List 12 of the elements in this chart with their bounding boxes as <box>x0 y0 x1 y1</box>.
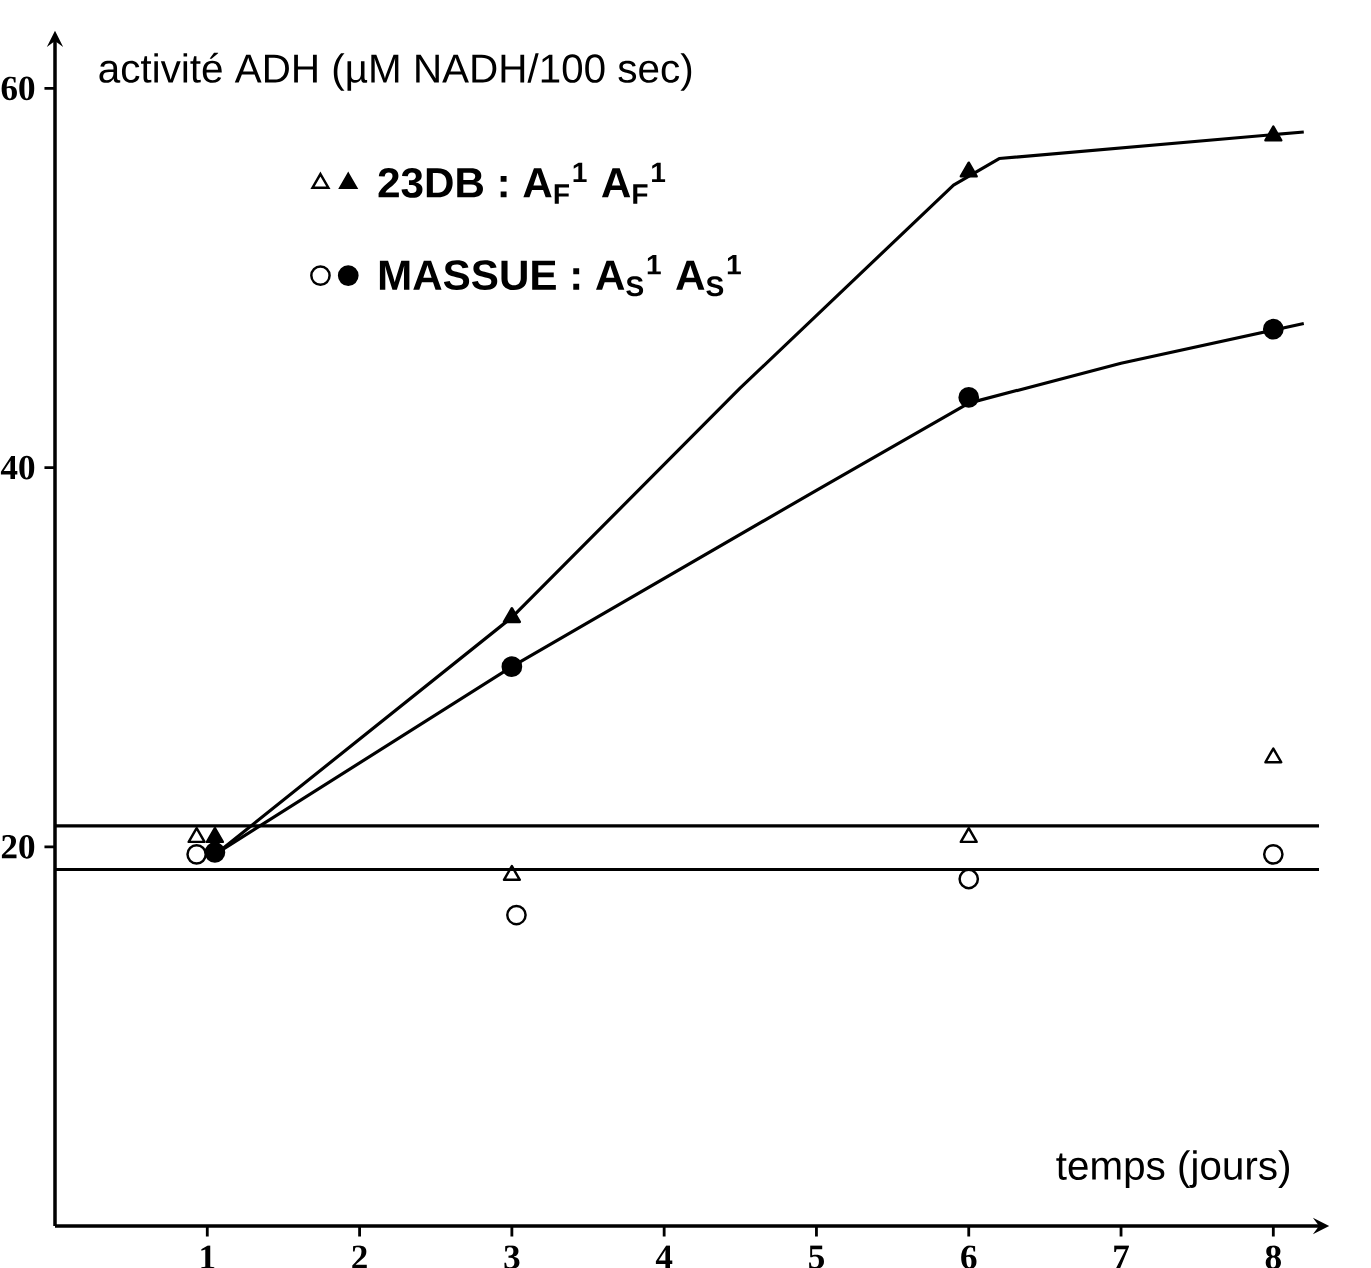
y-tick-label: 60 <box>1 76 35 101</box>
legend-label: 23DB : A$_{F}$$^{1}$ A$_{F}$1 <box>378 162 666 204</box>
x-tick-label: 1 <box>201 1245 215 1268</box>
y-tick-label: 20 <box>1 834 35 859</box>
y-tick-label: 40 <box>0 455 35 480</box>
x-tick-label: 2 <box>352 1245 367 1268</box>
x-tick-label: 7 <box>1114 1245 1129 1268</box>
x-tick-label: 4 <box>655 1245 673 1268</box>
legend-label: MASSUE : A$_{S}$$^{1}$ A$_{S}$1 <box>379 254 741 297</box>
y-axis-title: activité ADH (µM NADH/100 sec) <box>99 52 692 91</box>
x-axis-title: temps (jours) <box>1056 1150 1289 1188</box>
x-tick-label: 5 <box>809 1245 824 1268</box>
